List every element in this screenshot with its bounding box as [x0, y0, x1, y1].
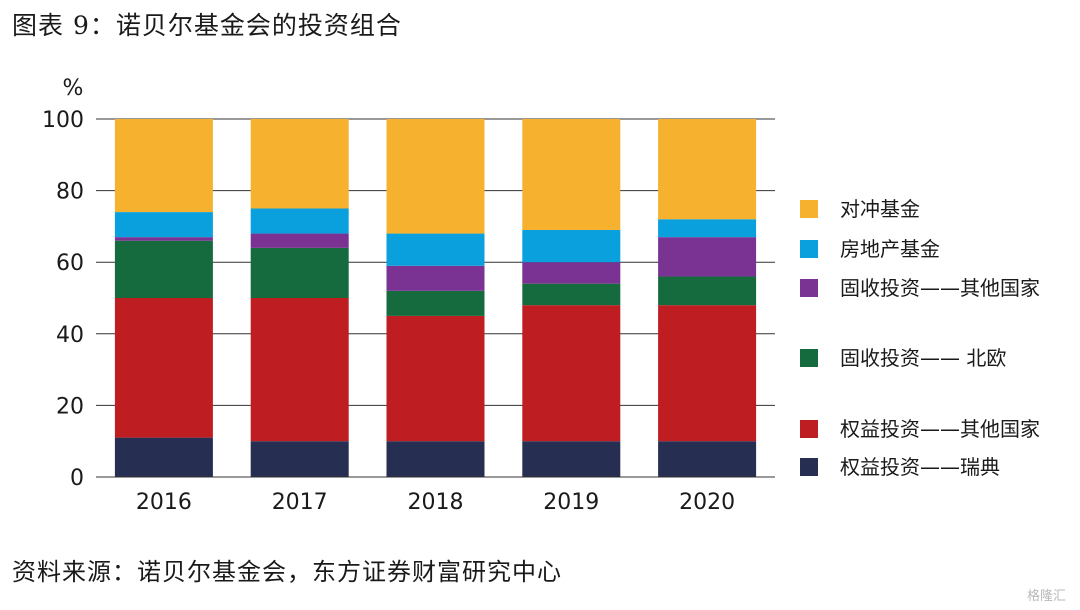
watermark-logo: 格隆汇 — [1026, 589, 1066, 604]
bar-segment — [386, 290, 485, 316]
legend-label: 对冲基金 — [840, 197, 920, 221]
y-tick-label: 20 — [56, 394, 84, 419]
bar-segment — [250, 441, 349, 477]
y-tick-label: 100 — [42, 108, 84, 133]
source-note: 资料来源：诺贝尔基金会，东方证券财富研究中心 — [12, 558, 562, 586]
legend-label: 固收投资—— 北欧 — [840, 346, 1006, 370]
legend-label: 权益投资——瑞典 — [840, 455, 1000, 479]
y-tick-label: 40 — [56, 323, 84, 348]
bar-segment — [250, 208, 349, 234]
bar-segment — [114, 240, 213, 298]
legend-swatch — [800, 420, 818, 438]
x-tick-label: 2018 — [408, 490, 464, 515]
bar-segment — [658, 237, 757, 277]
bar-segment — [114, 298, 213, 438]
bar-segment — [386, 233, 485, 266]
bar-segment — [250, 233, 349, 248]
bar-segment — [386, 265, 485, 291]
y-tick-label: 0 — [70, 466, 84, 491]
bar-segment — [658, 305, 757, 442]
y-tick-label: 80 — [56, 180, 84, 205]
bar-segment — [114, 237, 213, 241]
bar-segment — [386, 441, 485, 477]
bar-segment — [658, 219, 757, 238]
x-tick-label: 2019 — [543, 490, 599, 515]
y-tick-label: 60 — [56, 251, 84, 276]
bar-segment — [522, 262, 621, 284]
legend-label: 权益投资——其他国家 — [840, 417, 1040, 441]
legend-label: 固收投资——其他国家 — [840, 276, 1040, 300]
x-tick-label: 2017 — [272, 490, 328, 515]
legend-swatch — [800, 458, 818, 476]
bar-segment — [522, 305, 621, 442]
bar-segment — [114, 119, 213, 213]
figure-title: 图表 9：诺贝尔基金会的投资组合 — [12, 11, 402, 40]
x-tick-label: 2016 — [136, 490, 192, 515]
bar-segment — [114, 212, 213, 238]
bar-segment — [522, 229, 621, 263]
bar-segment — [250, 247, 349, 298]
bar-segment — [250, 119, 349, 209]
y-unit-label: % — [63, 76, 84, 101]
legend-swatch — [800, 240, 818, 258]
legend-swatch — [800, 279, 818, 297]
bar-segment — [522, 119, 621, 230]
bar-segment — [114, 437, 213, 477]
bar-segment — [522, 283, 621, 306]
bar-segment — [658, 441, 757, 477]
bar-segment — [250, 298, 349, 442]
bar-segment — [658, 276, 757, 306]
bar-segment — [658, 119, 757, 220]
legend-swatch — [800, 349, 818, 367]
bar-segment — [386, 315, 485, 442]
x-tick-label: 2020 — [679, 490, 735, 515]
legend-swatch — [800, 200, 818, 218]
bar-segment — [522, 441, 621, 477]
legend-label: 房地产基金 — [840, 237, 940, 261]
bar-segment — [386, 119, 485, 234]
